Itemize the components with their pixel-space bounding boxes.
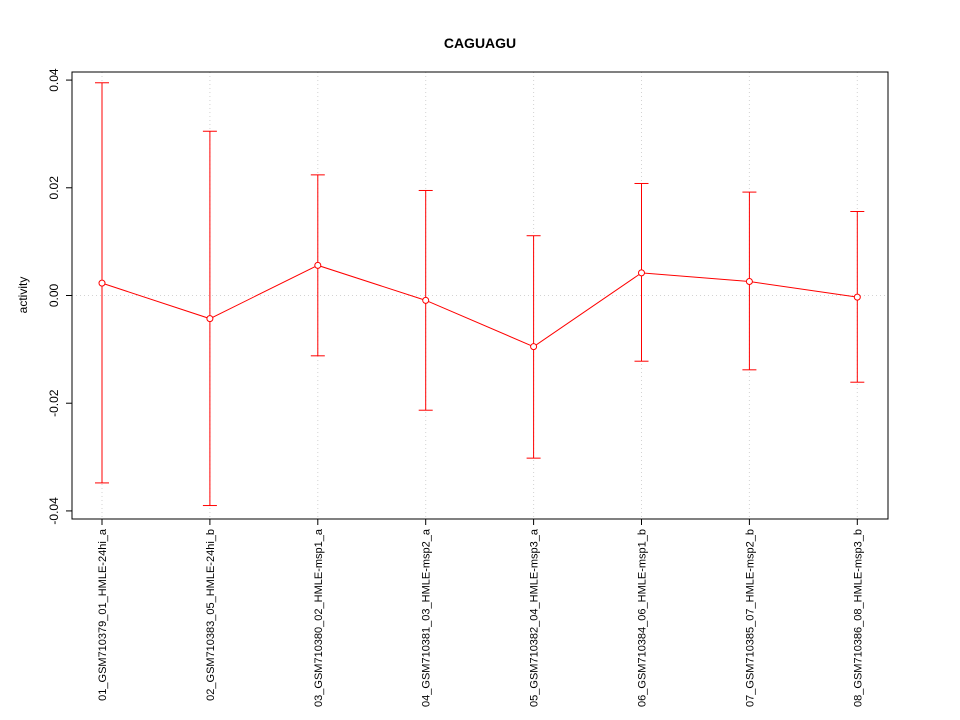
data-point xyxy=(745,277,753,285)
x-tick-label: 07_GSM710385_07_HMLE-msp2_b xyxy=(744,529,756,707)
chart-title: CAGUAGU xyxy=(444,35,516,51)
series-line xyxy=(101,264,858,348)
data-point xyxy=(206,315,214,323)
x-tick-label: 04_GSM710381_03_HMLE-msp2_a xyxy=(421,528,433,707)
x-tick-label: 02_GSM710383_05_HMLE-24hi_b xyxy=(205,529,217,701)
y-axis-label: activity xyxy=(16,277,30,314)
data-point xyxy=(314,261,322,269)
data-point xyxy=(853,293,861,301)
y-tick-label: 0.02 xyxy=(47,176,61,200)
grid xyxy=(72,72,888,519)
data-point xyxy=(530,343,538,351)
x-tick-label: 05_GSM710382_04_HMLE-msp3_a xyxy=(529,528,541,707)
series-layer xyxy=(95,82,865,507)
x-tick-label: 06_GSM710384_06_HMLE-msp1_b xyxy=(637,529,649,707)
data-point xyxy=(638,269,645,277)
x-axis: 01_GSM710379_01_HMLE-24hi_a 02_GSM710383_… xyxy=(97,519,864,707)
x-tick-label: 03_GSM710380_02_HMLE-msp1_a xyxy=(313,528,325,707)
x-tick-label: 08_GSM710386_08_HMLE-msp3_b xyxy=(852,529,864,707)
data-point xyxy=(422,296,430,304)
y-tick-label: -0.04 xyxy=(47,497,61,525)
y-tick-label: -0.02 xyxy=(47,389,61,417)
y-tick-label: 0.04 xyxy=(47,68,61,92)
x-tick-label: 01_GSM710379_01_HMLE-24hi_a xyxy=(97,528,109,701)
y-tick-label: 0.00 xyxy=(47,283,61,307)
data-point xyxy=(98,279,106,287)
y-axis: -0.04 -0.02 0.00 0.02 0.04 xyxy=(47,68,72,525)
